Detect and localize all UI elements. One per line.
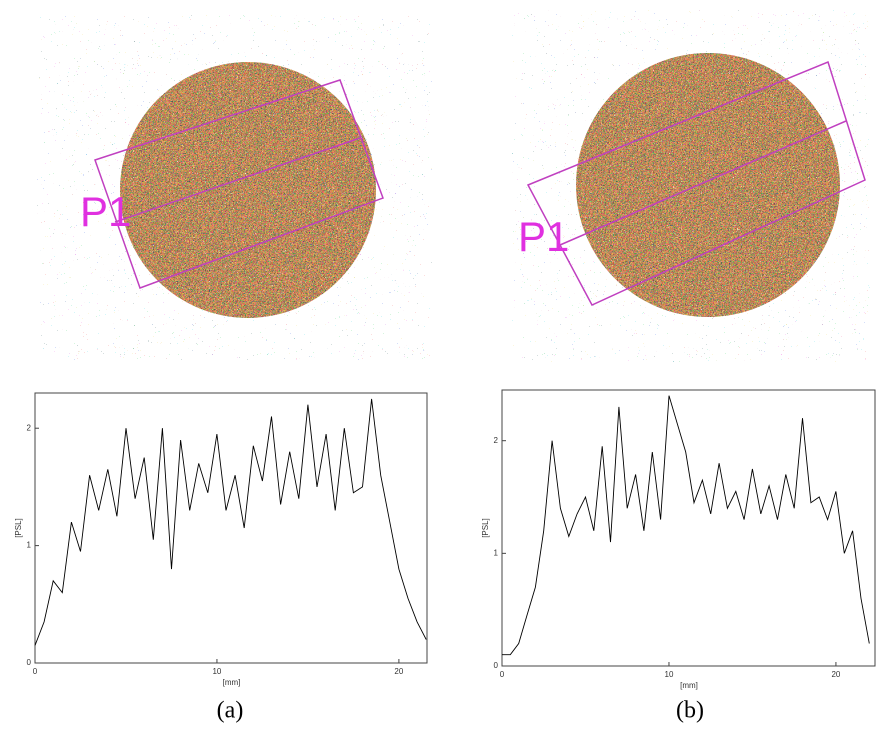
- profile-line: [502, 395, 870, 656]
- x-axis-label: [mm]: [680, 681, 698, 690]
- roi-label: P1: [518, 213, 569, 260]
- y-axis-label: [PSL]: [14, 518, 23, 538]
- caption: (b): [676, 698, 704, 724]
- x-tick-label: 20: [394, 667, 403, 676]
- roi-label: P1: [80, 188, 131, 235]
- y-tick-label: 1: [494, 548, 499, 557]
- profile-line: [34, 398, 427, 646]
- caption: (a): [217, 698, 244, 724]
- y-tick-label: 0: [27, 658, 32, 667]
- y-tick-label: 2: [494, 436, 499, 445]
- plot-frame: [501, 389, 876, 667]
- y-tick-label: 2: [27, 423, 32, 432]
- x-tick-label: 0: [500, 670, 505, 679]
- y-axis-label: [PSL]: [481, 518, 490, 538]
- y-tick-label: 1: [27, 541, 32, 550]
- y-tick-label: 0: [494, 661, 499, 670]
- x-axis-label: [mm]: [223, 678, 241, 687]
- image-b: [512, 10, 870, 362]
- x-tick-label: 0: [33, 667, 38, 676]
- plot-frame: [34, 392, 428, 664]
- x-tick-label: 10: [212, 667, 221, 676]
- x-tick-label: 20: [831, 670, 840, 679]
- image-a: [37, 15, 432, 360]
- x-tick-label: 10: [665, 670, 674, 679]
